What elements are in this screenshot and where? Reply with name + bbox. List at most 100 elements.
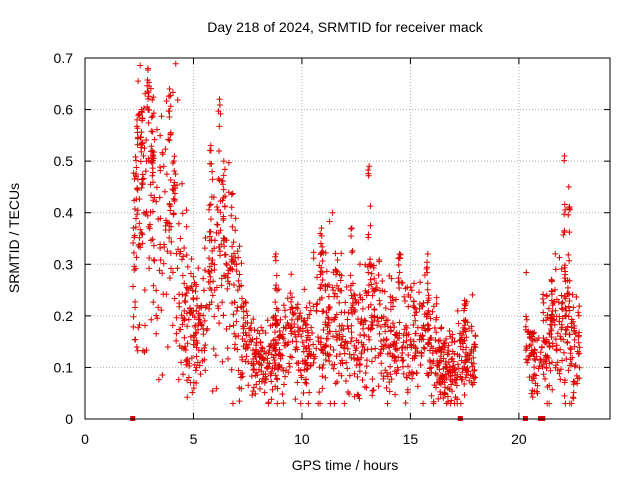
data-point	[235, 277, 242, 284]
data-point	[570, 304, 577, 311]
data-point	[458, 334, 465, 341]
data-point	[151, 257, 158, 264]
data-point	[198, 347, 205, 354]
data-point	[436, 344, 443, 351]
data-point	[141, 286, 148, 293]
data-point	[303, 337, 310, 344]
chart-title: Day 218 of 2024, SRMTID for receiver mac…	[207, 19, 483, 35]
data-point	[526, 374, 533, 381]
data-point	[333, 353, 340, 360]
plot-frame	[84, 57, 611, 420]
data-point	[413, 309, 420, 316]
data-point	[179, 321, 186, 328]
data-point	[451, 364, 458, 371]
data-point	[288, 298, 295, 305]
data-point	[425, 322, 432, 329]
data-point	[429, 308, 436, 315]
data-point	[208, 267, 215, 274]
data-point	[142, 322, 149, 329]
data-point	[255, 359, 262, 366]
data-point	[286, 363, 293, 370]
data-point	[546, 330, 553, 337]
data-point	[392, 391, 399, 398]
data-point	[348, 249, 355, 256]
data-point	[334, 378, 341, 385]
data-point	[468, 359, 475, 366]
data-point	[163, 171, 170, 178]
data-point	[318, 225, 325, 232]
x-axis-label: GPS time / hours	[292, 457, 399, 473]
data-point	[193, 308, 200, 315]
data-point	[560, 336, 567, 343]
data-point	[166, 113, 173, 120]
data-point	[350, 302, 357, 309]
data-point	[240, 315, 247, 322]
data-point	[185, 316, 192, 323]
data-point	[371, 288, 378, 295]
data-point	[150, 282, 157, 289]
data-point	[170, 158, 177, 165]
data-point	[410, 338, 417, 345]
data-point	[236, 271, 243, 278]
data-point	[412, 317, 419, 324]
data-point	[269, 386, 276, 393]
data-point	[355, 339, 362, 346]
data-point	[438, 358, 445, 365]
data-point	[178, 312, 185, 319]
data-point	[194, 359, 201, 366]
data-point	[446, 367, 453, 374]
data-point	[146, 254, 153, 261]
data-point	[321, 343, 328, 350]
data-point	[445, 347, 452, 354]
data-point	[209, 168, 216, 175]
data-point	[322, 350, 329, 357]
data-point	[566, 203, 573, 210]
data-point	[133, 170, 140, 177]
x-tick-label: 20	[511, 431, 527, 447]
data-point	[369, 321, 376, 328]
data-point	[179, 256, 186, 263]
data-point	[318, 335, 325, 342]
data-point	[406, 369, 413, 376]
data-point	[246, 341, 253, 348]
data-point	[139, 240, 146, 247]
data-point	[272, 299, 279, 306]
data-point	[288, 328, 295, 335]
data-point	[333, 267, 340, 274]
data-point	[528, 341, 535, 348]
data-point	[138, 106, 145, 113]
data-point	[547, 321, 554, 328]
data-point	[342, 377, 349, 384]
data-point	[441, 390, 448, 397]
data-point	[414, 383, 421, 390]
data-point	[187, 309, 194, 316]
data-point	[151, 136, 158, 143]
data-point	[538, 343, 545, 350]
data-point	[134, 207, 141, 214]
data-point	[280, 381, 287, 388]
data-point	[375, 383, 382, 390]
data-point	[134, 347, 141, 354]
data-point	[463, 344, 470, 351]
data-point	[401, 326, 408, 333]
data-point	[169, 269, 176, 276]
data-point	[164, 248, 171, 255]
data-point	[304, 327, 311, 334]
data-point	[462, 353, 469, 360]
data-point	[149, 113, 156, 120]
data-point	[571, 336, 578, 343]
data-point	[150, 256, 157, 263]
data-point	[130, 313, 137, 320]
data-point	[149, 128, 156, 135]
data-point	[167, 177, 174, 184]
data-point	[303, 304, 310, 311]
data-point	[274, 400, 281, 407]
data-point	[553, 313, 560, 320]
data-point	[432, 370, 439, 377]
data-point	[463, 366, 470, 373]
data-point	[289, 294, 296, 301]
data-point	[174, 265, 181, 272]
data-point	[211, 266, 218, 273]
data-point	[173, 337, 180, 344]
data-point	[237, 371, 244, 378]
